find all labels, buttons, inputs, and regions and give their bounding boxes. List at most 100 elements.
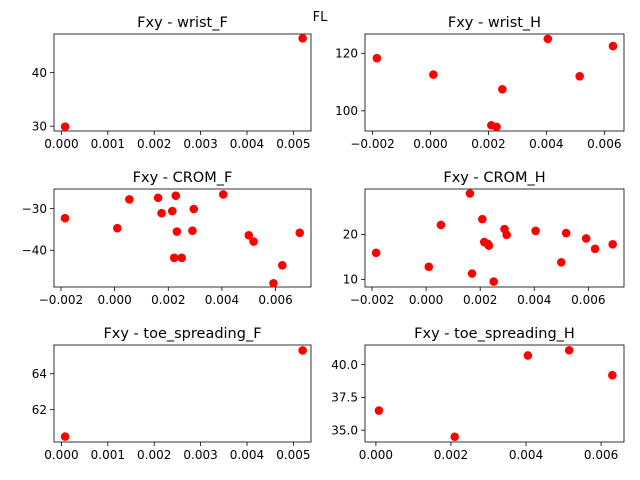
data-point bbox=[450, 432, 460, 442]
y-tick-label: 64 bbox=[32, 367, 47, 381]
plot-frame bbox=[364, 188, 625, 288]
data-point bbox=[171, 191, 181, 200]
data-point bbox=[608, 239, 617, 249]
x-tick-label: 0.000 bbox=[413, 137, 447, 151]
x-tick-label: 0.006 bbox=[258, 293, 292, 307]
data-point bbox=[498, 84, 507, 94]
data-point bbox=[492, 122, 501, 132]
data-point bbox=[436, 220, 446, 230]
data-point bbox=[608, 41, 618, 51]
data-point bbox=[244, 230, 254, 240]
data-point bbox=[60, 213, 70, 223]
subplot-6: Fxy - toe_spreading_H 0.000 0.002 0.004 0.00… bbox=[331, 326, 625, 462]
data-point bbox=[188, 226, 197, 236]
data-point bbox=[113, 223, 122, 233]
y-tick-label: 35.0 bbox=[331, 424, 358, 438]
subplot-2: Fxy - wrist_H −0.002 0.000 0.002 0.004 0.006 1… bbox=[335, 15, 625, 151]
y-tick-label: 100 bbox=[335, 104, 358, 118]
plot-frame bbox=[53, 33, 312, 132]
x-tick-label: 0.000 bbox=[44, 448, 78, 462]
data-point bbox=[60, 432, 70, 441]
x-tick-label: 0.000 bbox=[97, 293, 131, 307]
x-tick-label: 0.000 bbox=[44, 137, 78, 151]
y-tick-label: 30 bbox=[32, 119, 47, 133]
data-point bbox=[429, 70, 438, 79]
subplot-title: Fxy - toe_spreading_H bbox=[414, 326, 575, 342]
data-point bbox=[168, 206, 177, 216]
x-tick-label: 0.002 bbox=[137, 448, 171, 462]
data-point bbox=[277, 261, 287, 270]
x-tick-label: 0.004 bbox=[230, 448, 264, 462]
x-tick-label: 0.005 bbox=[276, 448, 310, 462]
plot-frame bbox=[53, 344, 312, 443]
data-point bbox=[467, 269, 477, 278]
subplot-4: Fxy - CROM_H −0.002 0.000 0.002 0.004 0.006 10… bbox=[343, 170, 625, 307]
data-point bbox=[298, 33, 307, 43]
x-tick-label: 0.004 bbox=[230, 137, 264, 151]
x-tick-label: 0.006 bbox=[584, 448, 618, 462]
y-tick-label: 10 bbox=[343, 273, 358, 287]
data-point bbox=[590, 244, 600, 254]
plot-frame bbox=[364, 344, 625, 443]
x-tick-label: 0.006 bbox=[571, 293, 605, 307]
data-point bbox=[478, 214, 487, 224]
y-tick-label: 37.5 bbox=[331, 391, 358, 405]
data-point bbox=[298, 346, 307, 355]
x-tick-label: 0.002 bbox=[471, 137, 505, 151]
x-tick-label: 0.002 bbox=[137, 137, 171, 151]
y-tick-label: 40.0 bbox=[331, 358, 358, 372]
data-point bbox=[374, 406, 384, 415]
data-point bbox=[172, 227, 182, 236]
plot-frame bbox=[364, 33, 625, 132]
data-point bbox=[169, 253, 179, 263]
data-point bbox=[489, 277, 498, 286]
x-tick-label: −0.002 bbox=[39, 293, 83, 307]
data-point bbox=[561, 228, 571, 238]
y-tick-label: 20 bbox=[343, 228, 358, 242]
data-point bbox=[371, 248, 381, 258]
x-tick-label: −0.002 bbox=[350, 293, 394, 307]
subplot-title: Fxy - wrist_H bbox=[448, 15, 541, 31]
subplot-title: Fxy - CROM_H bbox=[443, 170, 545, 186]
x-tick-label: 0.000 bbox=[359, 448, 393, 462]
figure-suptitle: FL bbox=[313, 10, 328, 25]
data-point bbox=[465, 189, 475, 198]
subplot-3: Fxy - CROM_F −0.002 0.000 0.002 0.004 0.006 −3… bbox=[22, 170, 312, 307]
data-point bbox=[564, 345, 574, 355]
data-point bbox=[502, 230, 511, 240]
data-point bbox=[484, 241, 494, 250]
subplot-title: Fxy - CROM_F bbox=[133, 170, 233, 186]
data-point bbox=[523, 351, 533, 360]
subplot-1: Fxy - wrist_F 0.000 0.001 0.002 0.003 0.004 0.… bbox=[32, 15, 312, 151]
x-tick-label: 0.004 bbox=[509, 448, 543, 462]
x-tick-label: 0.006 bbox=[587, 137, 621, 151]
y-tick-label: −40 bbox=[22, 244, 47, 258]
y-tick-label: −30 bbox=[22, 202, 47, 216]
x-tick-label: 0.002 bbox=[151, 293, 185, 307]
data-point bbox=[177, 253, 186, 263]
x-tick-label: 0.002 bbox=[434, 448, 468, 462]
data-point bbox=[556, 257, 566, 267]
plot-frame bbox=[53, 188, 312, 288]
y-tick-label: 40 bbox=[32, 66, 47, 80]
data-point bbox=[189, 204, 199, 214]
data-point bbox=[295, 228, 305, 238]
data-point bbox=[269, 278, 278, 288]
data-point bbox=[424, 262, 434, 272]
x-tick-label: 0.004 bbox=[529, 137, 563, 151]
x-tick-label: 0.003 bbox=[183, 448, 217, 462]
subplot-title: Fxy - toe_spreading_F bbox=[103, 326, 261, 342]
y-tick-label: 120 bbox=[335, 47, 358, 61]
data-point bbox=[60, 122, 70, 132]
x-tick-label: 0.000 bbox=[409, 293, 443, 307]
x-tick-label: 0.003 bbox=[183, 137, 217, 151]
x-tick-label: 0.005 bbox=[276, 137, 310, 151]
data-point bbox=[531, 226, 540, 236]
data-point bbox=[125, 195, 134, 204]
data-point bbox=[575, 72, 584, 81]
data-point bbox=[543, 34, 553, 44]
x-tick-label: 0.004 bbox=[205, 293, 239, 307]
x-tick-label: 0.004 bbox=[517, 293, 551, 307]
data-point bbox=[581, 234, 591, 243]
